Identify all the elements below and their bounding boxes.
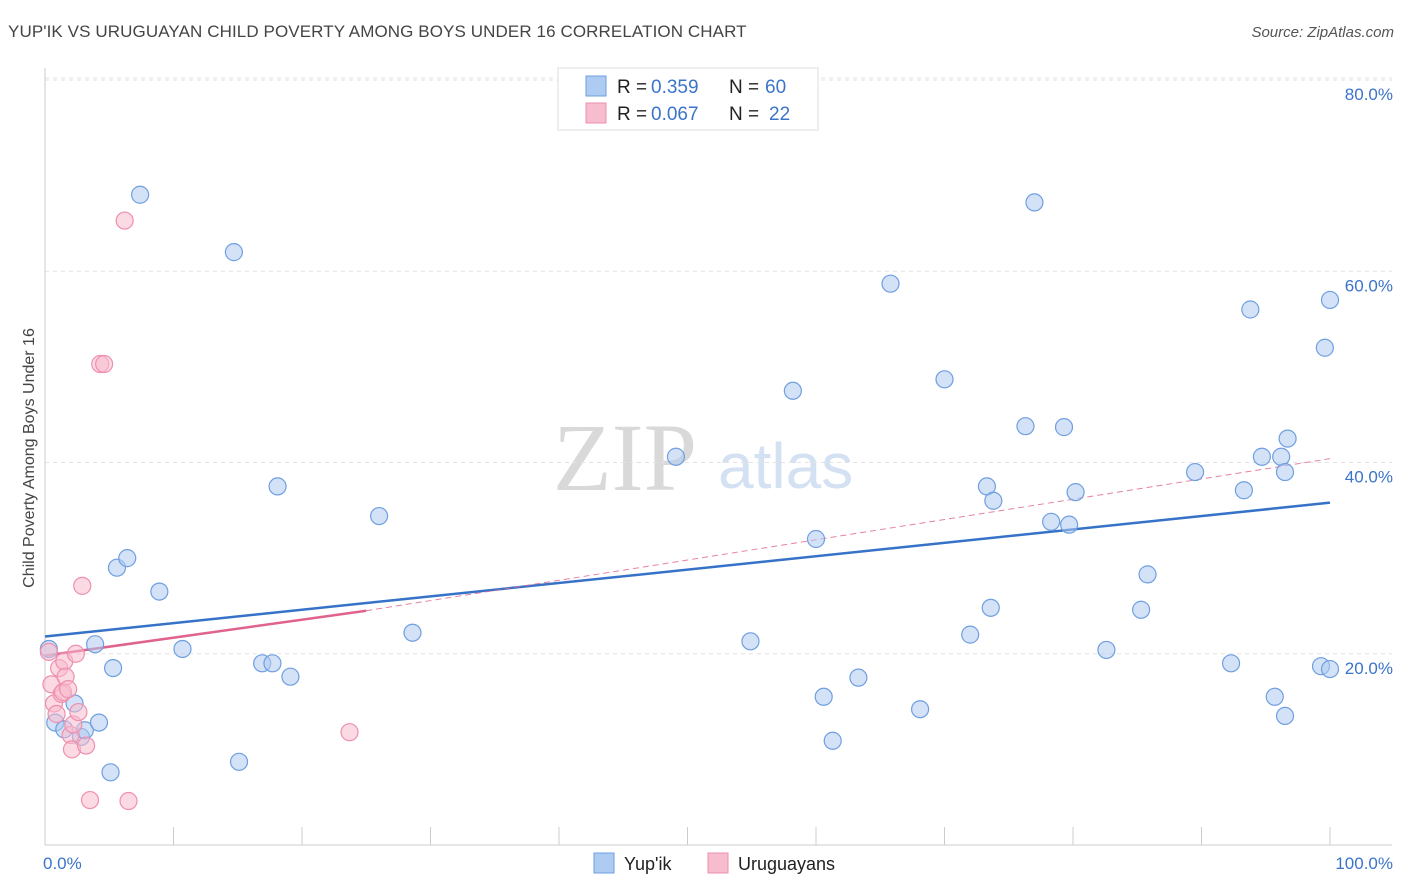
yupik-point-13 [150, 582, 169, 601]
yupik-point-11 [118, 549, 137, 568]
yupik-point-56 [1315, 338, 1334, 357]
data-points [39, 185, 1340, 811]
series-swatch-uruguayans [707, 852, 729, 874]
uruguayans-point-19 [95, 354, 114, 374]
legend-n-label-2: N = [729, 104, 759, 125]
uruguayans-point-9 [59, 680, 78, 699]
y-tick-label-0: 20.0% [1345, 659, 1393, 678]
yupik-point-30 [881, 274, 900, 293]
series-name-uruguayans: Uruguayans [738, 854, 835, 874]
axes [44, 68, 1392, 846]
y-axis-label: Child Poverty Among Boys Under 16 [21, 328, 38, 588]
yupik-point-40 [1054, 418, 1074, 437]
yupik-point-41 [1060, 515, 1079, 534]
legend-swatch-uruguayans [585, 102, 607, 124]
yupik-point-33 [961, 625, 980, 644]
legend-r-label-2: R = [617, 104, 647, 125]
yupik-point-53 [1275, 462, 1295, 482]
yupik-point-22 [403, 623, 422, 642]
yupik-point-7 [89, 713, 109, 732]
yupik-point-27 [814, 687, 833, 706]
yupik-point-24 [741, 632, 760, 651]
uruguayans-point-0 [39, 642, 58, 661]
x-tick-label-0: 0.0% [43, 854, 82, 873]
yupik-point-37 [1016, 417, 1035, 436]
yupik-point-21 [370, 506, 389, 526]
yupik-point-46 [1185, 462, 1205, 482]
yupik-point-18 [263, 654, 282, 673]
yupik-point-31 [910, 700, 930, 719]
yupik-point-19 [268, 477, 287, 496]
series-name-yupik: Yup'ik [624, 854, 672, 874]
yupik-point-59 [1275, 706, 1295, 726]
y-tick-label-2: 60.0% [1345, 276, 1393, 295]
yupik-point-23 [666, 447, 686, 466]
y-tick-labels: 20.0% 40.0% 60.0% 80.0% [1345, 85, 1393, 678]
yupik-point-57 [1320, 290, 1340, 310]
yupik-point-47 [1221, 654, 1241, 673]
trend-dashed-1 [366, 458, 1331, 612]
correlation-legend: R = 0.359 N = 60 R = 0.067 N = 22 [557, 67, 819, 131]
yupik-point-49 [1241, 300, 1260, 319]
yupik-point-44 [1132, 600, 1151, 619]
legend-r-value-1: 0.359 [651, 77, 699, 98]
yupik-point-15 [224, 243, 243, 262]
legend-r-label-1: R = [617, 77, 647, 98]
yupik-point-51 [1265, 687, 1284, 706]
y-tick-label-3: 80.0% [1345, 85, 1393, 104]
uruguayans-point-21 [119, 791, 138, 811]
legend-n-label-1: N = [729, 77, 759, 98]
yupik-point-28 [823, 731, 842, 750]
uruguayans-point-20 [115, 211, 134, 230]
yupik-point-36 [984, 491, 1003, 510]
series-legend: Yup'ik Uruguayans [593, 852, 835, 874]
yupik-point-32 [935, 370, 954, 389]
legend-n-value-1: 60 [765, 77, 786, 98]
uruguayans-point-17 [80, 790, 100, 810]
yupik-point-9 [104, 658, 123, 678]
x-tick-label-1: 100.0% [1335, 854, 1393, 873]
yupik-point-45 [1138, 565, 1157, 584]
trend-line-0 [44, 501, 1331, 638]
source-label: Source: ZipAtlas.com [1251, 24, 1394, 41]
yupik-point-39 [1042, 512, 1061, 531]
yupik-point-48 [1234, 481, 1254, 500]
uruguayans-point-13 [66, 644, 85, 663]
yupik-point-20 [281, 667, 300, 686]
yupik-point-50 [1252, 447, 1271, 466]
yupik-point-14 [173, 639, 192, 659]
uruguayans-point-22 [340, 723, 359, 742]
yupik-point-6 [86, 635, 105, 654]
yupik-point-43 [1097, 640, 1116, 660]
uruguayans-point-3 [47, 704, 66, 724]
yupik-point-12 [130, 185, 150, 204]
yupik-point-8 [101, 763, 120, 782]
yupik-point-29 [849, 668, 868, 687]
chart-title: YUP'IK VS URUGUAYAN CHILD POVERTY AMONG … [8, 22, 747, 41]
legend-swatch-yupik [585, 75, 607, 97]
uruguayans-point-16 [77, 736, 96, 755]
legend-n-value-2: 22 [769, 104, 790, 125]
uruguayans-point-15 [73, 576, 92, 595]
x-tick-labels: 0.0% 100.0% [43, 854, 1393, 873]
yupik-point-16 [229, 752, 249, 771]
watermark-atlas: atlas [718, 430, 853, 502]
yupik-point-42 [1066, 483, 1085, 502]
yupik-point-25 [783, 381, 802, 400]
yupik-point-52 [1272, 447, 1291, 466]
y-tick-label-1: 40.0% [1345, 468, 1393, 487]
yupik-point-26 [806, 529, 826, 549]
yupik-point-35 [981, 598, 1000, 617]
yupik-point-54 [1278, 429, 1297, 448]
series-swatch-yupik [593, 852, 615, 874]
yupik-point-38 [1025, 193, 1044, 212]
legend-r-value-2: 0.067 [651, 104, 699, 125]
yupik-point-58 [1320, 659, 1340, 679]
uruguayans-point-14 [69, 702, 88, 722]
